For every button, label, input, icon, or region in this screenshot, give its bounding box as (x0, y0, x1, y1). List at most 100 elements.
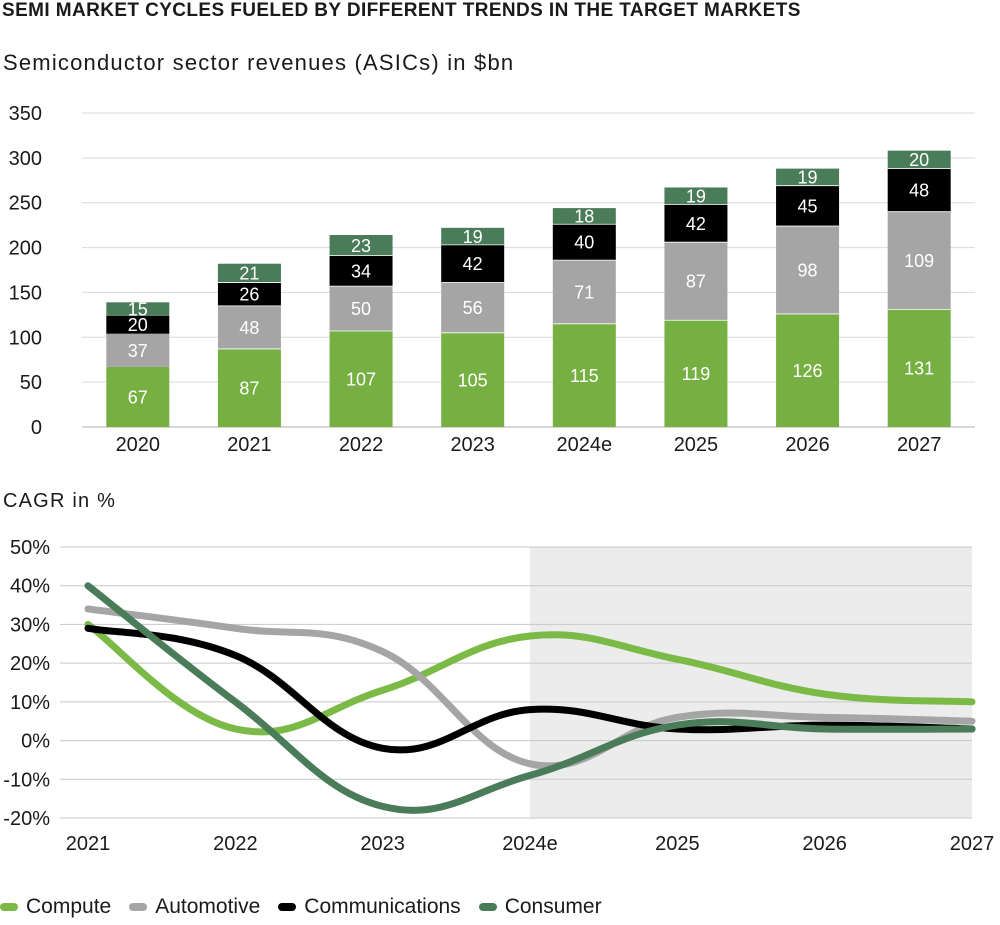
line-x-tick-label: 2022 (213, 833, 258, 855)
legend-label: Communications (304, 895, 461, 918)
bar-segment-consumer-2021 (217, 263, 281, 283)
legend-label: Consumer (504, 895, 602, 918)
line-x-tick-label: 2026 (802, 833, 847, 855)
bar-y-tick-label: 0 (31, 417, 42, 439)
bar-data-label: 48 (239, 318, 259, 338)
main-title: SEMI MARKET CYCLES FUELED BY DIFFERENT T… (2, 0, 801, 21)
bar-data-label: 19 (798, 168, 818, 188)
bar-segment-communications-2026 (776, 185, 840, 227)
bar-y-tick-label: 200 (9, 238, 42, 260)
bar-segment-compute-2022 (329, 331, 393, 427)
bar-segment-communications-2023 (441, 244, 505, 283)
legend-label: Compute (26, 895, 112, 918)
bar-x-tick-label: 2020 (116, 434, 161, 456)
bar-x-tick-label: 2027 (897, 434, 942, 456)
bar-segment-consumer-2020 (106, 302, 170, 316)
bar-chart: 0501001502002503003506737201520208748262… (9, 103, 975, 456)
bar-segment-communications-2020 (106, 315, 170, 334)
legend-label: Automotive (155, 895, 261, 918)
line-y-tick-label: 40% (10, 576, 50, 598)
bar-x-tick-label: 2026 (785, 434, 830, 456)
line-chart: -20% -10% 0% 10% 20% 30% 40% 50% 2021 2022 2023 202… (3, 537, 994, 855)
line-series-compute (84, 620, 976, 736)
legend: Compute Automotive Communications Consum… (0, 893, 620, 921)
bar-y-tick-label: 150 (9, 282, 42, 304)
bar-data-label: 20 (909, 150, 929, 170)
line-x-tick-label: 2021 (66, 833, 111, 855)
bar-segment-communications-2024e (552, 224, 616, 261)
bar-segment-automotive-2026 (776, 226, 840, 314)
line-y-tick-label: 10% (10, 692, 50, 714)
bar-data-label: 67 (128, 387, 148, 407)
bar-data-label: 42 (463, 254, 483, 274)
bar-segment-compute-2025 (664, 320, 728, 427)
bar-data-label: 126 (793, 361, 823, 381)
bar-data-label: 119 (682, 364, 711, 384)
bar-y-tick-label: 50 (20, 372, 42, 394)
bar-segment-compute-2021 (217, 348, 281, 427)
bar-segment-automotive-2023 (441, 282, 505, 333)
legend-swatch (278, 903, 297, 911)
bar-segment-automotive-2025 (664, 242, 728, 321)
line-y-tick-label: -20% (3, 808, 50, 830)
bar-x-tick-label: 2025 (674, 434, 719, 456)
bar-segment-consumer-2027 (887, 150, 951, 169)
legend-swatch (478, 903, 497, 911)
line-x-tick-label: 2027 (950, 833, 995, 855)
bar-y-tick-label: 300 (9, 148, 42, 170)
bar-data-label: 71 (574, 282, 594, 302)
legend-item-communications: Communications (278, 895, 461, 919)
bar-data-label: 37 (128, 341, 148, 361)
legend-item-automotive: Automotive (129, 895, 260, 919)
bar-data-label: 98 (798, 261, 818, 281)
bar-data-label: 115 (570, 366, 599, 386)
bar-data-label: 56 (463, 298, 483, 318)
bar-data-label: 19 (463, 227, 483, 247)
bar-segment-communications-2025 (664, 204, 728, 243)
bar-x-tick-label: 2022 (339, 434, 384, 456)
bar-y-tick-label: 350 (9, 103, 42, 125)
bar-segment-compute-2023 (441, 332, 505, 427)
line-y-tick-label: -10% (3, 769, 50, 791)
bar-segment-compute-2024e (552, 323, 616, 427)
bar-chart-title: Semiconductor sector revenues (ASICs) in… (3, 50, 515, 75)
bar-segment-consumer-2026 (776, 168, 840, 186)
line-series-automotive (84, 605, 976, 770)
bar-data-label: 109 (904, 251, 934, 271)
bar-x-tick-label: 2021 (227, 434, 272, 456)
bar-data-label: 26 (239, 285, 259, 305)
legend-swatch (129, 903, 148, 911)
bar-data-label: 23 (351, 236, 371, 256)
bar-segment-automotive-2024e (552, 260, 616, 324)
legend-swatch (0, 903, 18, 911)
legend-item-consumer: Consumer (478, 895, 602, 919)
bar-segment-automotive-2027 (887, 211, 951, 310)
bar-data-label: 21 (239, 264, 259, 284)
bar-data-label: 20 (128, 315, 148, 335)
line-series-consumer (84, 582, 976, 814)
legend-item-compute: Compute (0, 895, 111, 919)
bar-data-label: 15 (128, 300, 148, 320)
bar-data-label: 34 (351, 261, 371, 281)
bar-segment-consumer-2024e (552, 208, 616, 225)
line-y-tick-label: 20% (10, 653, 50, 675)
bar-data-label: 87 (686, 272, 706, 292)
bar-segment-automotive-2022 (329, 286, 393, 332)
line-x-tick-label: 2025 (655, 833, 700, 855)
bar-x-tick-label: 2023 (450, 434, 495, 456)
bar-segment-consumer-2023 (441, 227, 505, 245)
line-x-tick-label: 2023 (360, 833, 405, 855)
bar-x-tick-label: 2024e (557, 434, 613, 456)
bar-segment-compute-2027 (887, 309, 951, 427)
line-y-tick-label: 50% (10, 537, 50, 559)
bar-data-label: 87 (239, 378, 259, 398)
bar-data-label: 45 (798, 196, 818, 216)
bar-data-label: 50 (351, 299, 371, 319)
bar-y-tick-label: 250 (9, 193, 42, 215)
bar-data-label: 18 (574, 207, 594, 227)
bar-segment-communications-2022 (329, 255, 393, 287)
bar-segment-automotive-2020 (106, 333, 170, 367)
bar-data-label: 107 (346, 370, 376, 390)
bar-segment-consumer-2022 (329, 235, 393, 256)
bar-data-label: 42 (686, 214, 706, 234)
